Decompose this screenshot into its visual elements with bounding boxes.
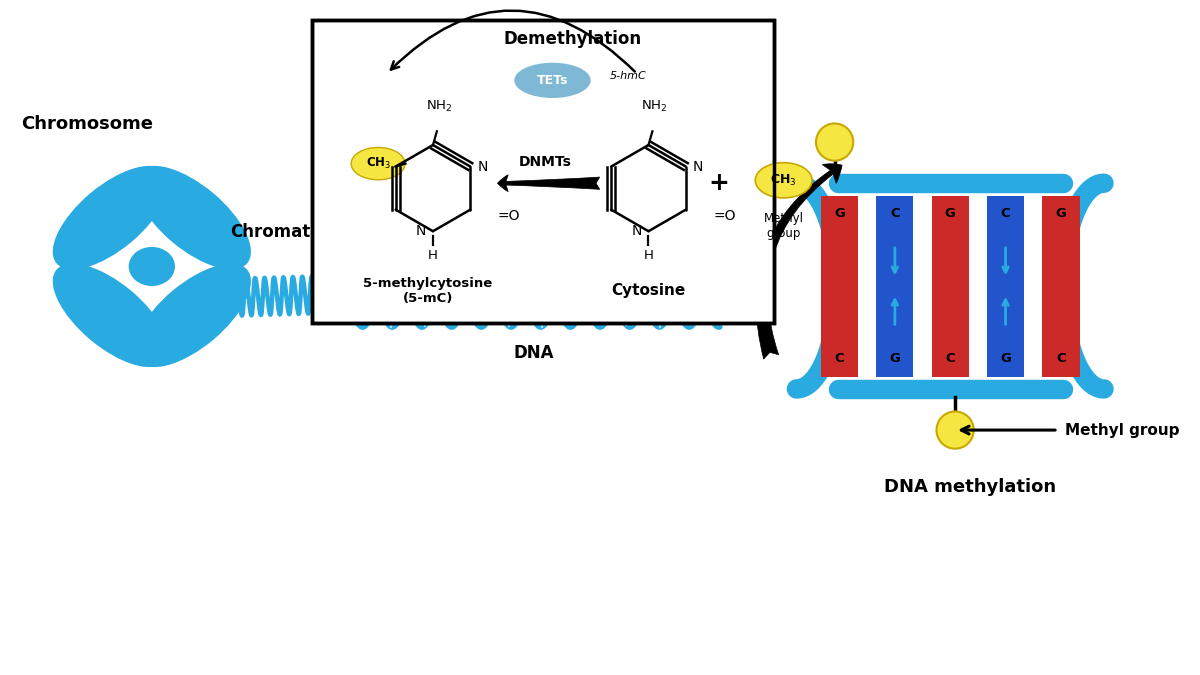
Ellipse shape — [134, 166, 251, 269]
Text: CH$_3$: CH$_3$ — [770, 173, 797, 188]
Text: TETs: TETs — [536, 74, 569, 87]
Text: G: G — [889, 352, 900, 365]
Bar — [931, 196, 968, 377]
Bar — [986, 196, 1024, 377]
Circle shape — [936, 412, 973, 449]
Text: Demethylation: Demethylation — [503, 30, 641, 48]
Text: G: G — [1000, 352, 1010, 365]
Bar — [876, 196, 913, 377]
Text: N: N — [478, 159, 487, 173]
Text: C: C — [1056, 352, 1066, 365]
Ellipse shape — [53, 166, 169, 269]
FancyBboxPatch shape — [312, 20, 774, 323]
Ellipse shape — [134, 263, 251, 367]
Ellipse shape — [755, 163, 812, 198]
Text: N: N — [692, 159, 703, 173]
Bar — [1043, 196, 1080, 377]
Text: C: C — [890, 207, 900, 219]
Text: DNMTs: DNMTs — [520, 155, 572, 169]
Text: DNA: DNA — [514, 344, 554, 362]
Ellipse shape — [352, 147, 406, 180]
Ellipse shape — [53, 263, 169, 367]
Text: N: N — [631, 224, 642, 238]
Text: CH$_3$: CH$_3$ — [366, 156, 391, 171]
Text: H: H — [643, 249, 654, 262]
Text: C: C — [946, 352, 955, 365]
Text: Chromosome: Chromosome — [22, 115, 154, 134]
Text: NH$_2$: NH$_2$ — [426, 99, 452, 113]
Text: NH$_2$: NH$_2$ — [641, 99, 667, 113]
Text: H: H — [428, 249, 438, 262]
Text: G: G — [1056, 207, 1067, 219]
Text: =O: =O — [713, 209, 736, 223]
Text: G: G — [944, 207, 955, 219]
Text: +: + — [708, 171, 730, 195]
Text: Methyl
group: Methyl group — [763, 212, 804, 240]
Text: N: N — [415, 224, 426, 238]
Text: G: G — [834, 207, 845, 219]
Text: Methyl group: Methyl group — [1064, 423, 1180, 437]
Text: DNA methylation: DNA methylation — [883, 478, 1056, 496]
Bar — [821, 196, 858, 377]
Text: C: C — [1001, 207, 1010, 219]
Ellipse shape — [515, 63, 590, 98]
Text: Chromatin: Chromatin — [230, 223, 328, 241]
Ellipse shape — [128, 247, 175, 286]
Text: =O: =O — [498, 209, 521, 223]
Text: 5-methylcytosine
(5-mC): 5-methylcytosine (5-mC) — [364, 277, 493, 305]
Text: Cytosine: Cytosine — [611, 284, 685, 298]
Text: 5-hmC: 5-hmC — [610, 72, 646, 82]
Text: C: C — [835, 352, 845, 365]
Circle shape — [816, 124, 853, 161]
